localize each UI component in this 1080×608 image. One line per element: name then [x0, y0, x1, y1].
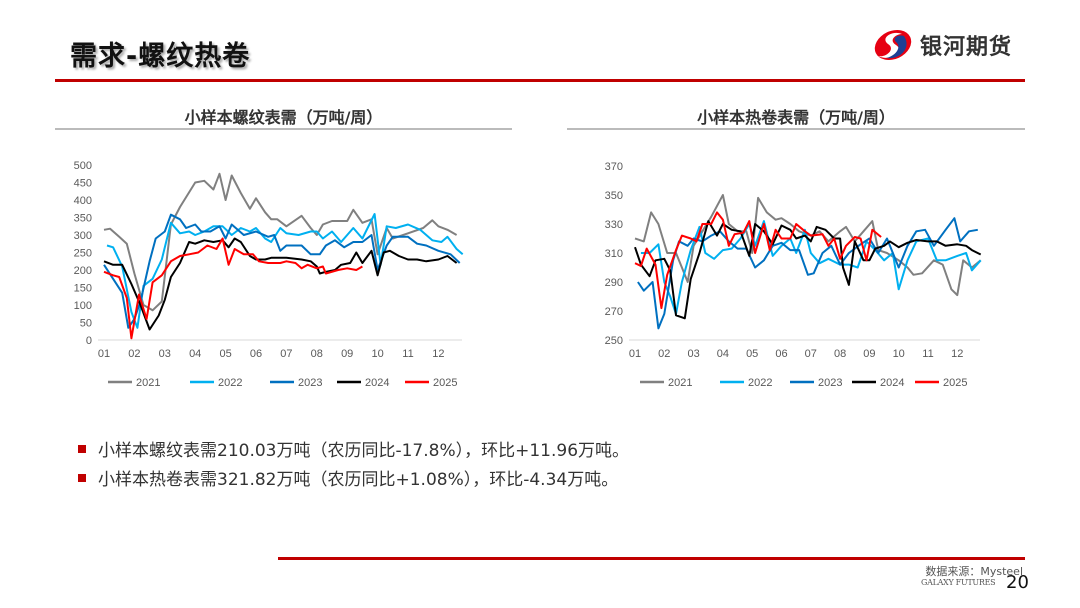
- series-line-2023: [103, 213, 461, 329]
- x-tick-label: 11: [922, 348, 933, 360]
- rebar-demand-chart: 0 50 100 150 200 250 300 350 400 450 500 01 02 03 04 05…: [74, 160, 464, 389]
- x-tick-label: 09: [341, 348, 353, 360]
- y-tick-label: 0: [86, 335, 92, 347]
- legend-label: 2025: [943, 377, 967, 389]
- chart-title-hrc: 小样本热卷表需（万吨/周）: [697, 108, 895, 127]
- chart-title-rebar: 小样本螺纹表需（万吨/周）: [184, 108, 383, 127]
- legend-label: 2024: [365, 377, 389, 389]
- y-tick-label: 370: [605, 161, 623, 173]
- y-tick-label: 250: [605, 335, 623, 347]
- legend-label: 2023: [298, 377, 322, 389]
- x-tick-label: 06: [775, 348, 787, 360]
- x-tick-label: 04: [189, 348, 201, 360]
- legend-label: 2021: [136, 377, 160, 389]
- x-tick-label: 05: [219, 348, 231, 360]
- bullet-text: 小样本螺纹表需210.03万吨（农历同比-17.8%），环比+11.96万吨。: [98, 441, 630, 461]
- y-tick-label: 250: [74, 248, 92, 260]
- y-tick-label: 350: [605, 190, 623, 202]
- x-tick-label: 04: [717, 348, 729, 360]
- logo-text: 银河期货: [920, 35, 1013, 60]
- page-number: 20: [1006, 572, 1029, 593]
- x-tick-label: 05: [746, 348, 758, 360]
- y-tick-label: 290: [605, 277, 623, 289]
- y-tick-label: 500: [74, 160, 92, 172]
- bullet-marker: [78, 444, 86, 453]
- series-line-2025: [103, 237, 363, 340]
- header-divider: [55, 79, 1025, 82]
- y-tick-label: 310: [605, 248, 623, 260]
- x-tick-label: 12: [432, 348, 444, 360]
- series-line-2021: [634, 194, 982, 297]
- chart-title-underline: [55, 128, 512, 130]
- x-tick-label: 10: [371, 348, 383, 360]
- series-line-2024: [634, 220, 982, 320]
- y-tick-label: 100: [74, 300, 92, 312]
- x-tick-label: 10: [893, 348, 905, 360]
- series-line-2022: [106, 213, 464, 329]
- bullet-item: 小样本热卷表需321.82万吨（农历同比+1.08%），环比-4.34万吨。: [78, 465, 618, 490]
- footer-divider: [278, 557, 1025, 560]
- legend-label: 2022: [218, 377, 242, 389]
- x-tick-label: 09: [863, 348, 875, 360]
- legend-label: 2022: [748, 377, 772, 389]
- page-title: 需求-螺纹热卷: [70, 41, 251, 72]
- y-tick-label: 150: [74, 283, 92, 295]
- data-source: 数据来源：Mysteel: [925, 565, 1023, 578]
- series-line-2021: [103, 172, 458, 312]
- x-tick-label: 07: [280, 348, 292, 360]
- x-tick-label: 07: [805, 348, 817, 360]
- x-tick-label: 02: [128, 348, 140, 360]
- chart-title-underline: [567, 128, 1025, 130]
- y-tick-label: 200: [74, 265, 92, 277]
- y-tick-label: 330: [605, 219, 623, 231]
- brand-text: GALAXY FUTURES: [921, 578, 996, 587]
- series-line-2023: [637, 217, 978, 330]
- series-line-2025: [634, 211, 882, 310]
- bullet-text: 小样本热卷表需321.82万吨（农历同比+1.08%），环比-4.34万吨。: [98, 470, 619, 490]
- y-tick-label: 270: [605, 306, 623, 318]
- series-line-2024: [103, 237, 458, 331]
- x-tick-label: 01: [98, 348, 110, 360]
- legend-label: 2024: [880, 377, 904, 389]
- legend-label: 2021: [668, 377, 692, 389]
- legend-label: 2025: [433, 377, 457, 389]
- x-tick-label: 06: [250, 348, 262, 360]
- x-tick-label: 12: [951, 348, 963, 360]
- x-tick-label: 08: [834, 348, 846, 360]
- y-tick-label: 300: [74, 230, 92, 242]
- x-tick-label: 03: [159, 348, 171, 360]
- bullet-item: 小样本螺纹表需210.03万吨（农历同比-17.8%），环比+11.96万吨。: [78, 436, 629, 461]
- bullet-marker: [78, 473, 86, 482]
- company-logo: 银河期货: [872, 28, 1012, 62]
- x-tick-label: 08: [311, 348, 323, 360]
- y-tick-label: 350: [74, 213, 92, 225]
- y-tick-label: 400: [74, 195, 92, 207]
- hrc-demand-chart: 250 270 290 310 330 350 370 01 02 03 04 05 06 07 08 09 1…: [605, 161, 982, 389]
- x-tick-label: 01: [629, 348, 641, 360]
- x-tick-label: 11: [402, 348, 413, 360]
- y-tick-label: 50: [80, 318, 92, 330]
- x-tick-label: 03: [687, 348, 699, 360]
- y-tick-label: 450: [74, 178, 92, 190]
- legend-label: 2023: [818, 377, 842, 389]
- galaxy-logo-icon: [874, 29, 912, 61]
- x-tick-label: 02: [658, 348, 670, 360]
